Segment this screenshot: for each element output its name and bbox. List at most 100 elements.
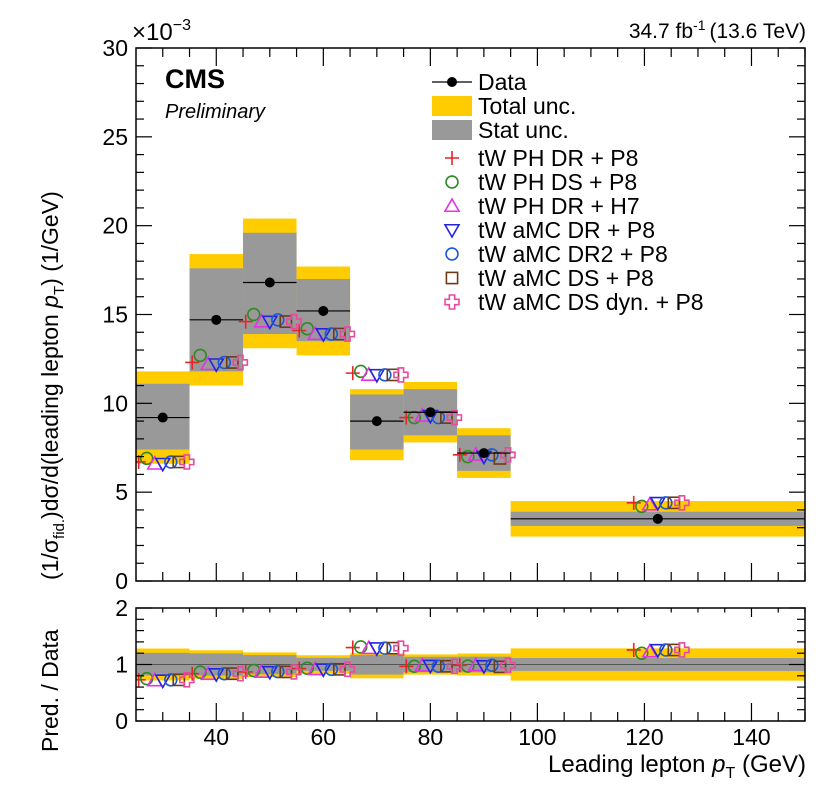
- legend-series-marker: [444, 294, 460, 310]
- ratio-prediction-marker: [164, 673, 178, 687]
- y-tick-label: 15: [102, 302, 128, 328]
- prediction-marker: [659, 496, 673, 510]
- prediction-marker: [232, 354, 249, 371]
- data-point: [157, 412, 168, 423]
- legend-stat-unc-swatch: [432, 120, 472, 140]
- prediction-marker: [399, 410, 414, 425]
- ratio-prediction-marker: [378, 641, 392, 655]
- ratio-prediction-marker: [300, 661, 315, 675]
- ratio-prediction-marker: [339, 661, 356, 678]
- data-point: [318, 305, 329, 316]
- ratio-prediction-marker: [635, 646, 649, 660]
- legend-series-label: tW PH DS + P8: [478, 169, 637, 195]
- prediction-marker: [461, 449, 475, 464]
- prediction-marker: [139, 451, 154, 466]
- data-points: [136, 277, 805, 524]
- exponent-label: ×10−3: [132, 17, 191, 46]
- prediction-marker: [179, 454, 195, 470]
- ratio-prediction-marker: [446, 658, 463, 675]
- prediction-marker: [300, 321, 315, 336]
- prediction-marker: [279, 315, 293, 329]
- prediction-marker: [286, 313, 302, 330]
- ratio-prediction-marker: [626, 642, 641, 657]
- energy-label: (13.6 TeV): [710, 20, 807, 43]
- legend-series-marker: [445, 247, 459, 261]
- ratio-prediction-marker: [440, 659, 453, 673]
- legend-series-label: tW aMC DS dyn. + P8: [478, 289, 704, 315]
- ratio-prediction-marker: [271, 664, 285, 679]
- data-point: [652, 513, 663, 524]
- x-tick-label: 40: [203, 724, 229, 750]
- ratio-tick-label: 2: [115, 595, 128, 621]
- ratio-prediction-marker: [324, 662, 339, 677]
- ratio-prediction-marker: [154, 674, 172, 690]
- legend-series-marker: [445, 175, 459, 189]
- legend-series-marker: [443, 223, 461, 239]
- prediction-marker: [641, 495, 659, 511]
- prediction-marker: [386, 368, 400, 382]
- legend-series-label: tW PH DR + P8: [478, 145, 638, 171]
- ratio-prediction-marker: [286, 664, 302, 680]
- ratio-prediction-marker: [485, 658, 499, 673]
- x-tick-label: 120: [625, 724, 663, 750]
- prediction-marker: [452, 447, 467, 462]
- ratio-series: [136, 639, 690, 690]
- prediction-marker: [314, 327, 332, 343]
- top-ylabel: (1/σfid.)dσ/d(leading lepton pT) (1/GeV): [37, 191, 68, 580]
- ratio-frame: [135, 607, 806, 722]
- data-point: [478, 448, 489, 459]
- ratio-prediction-marker: [207, 668, 225, 683]
- x-tick-label: 100: [518, 724, 556, 750]
- ratio-prediction-marker: [354, 640, 368, 654]
- ratio-prediction-marker: [674, 642, 690, 658]
- ratio-prediction-marker: [386, 641, 400, 655]
- y-tick-label: 30: [102, 35, 128, 61]
- ratio-prediction-marker: [421, 659, 439, 675]
- ratio-prediction-marker: [232, 665, 249, 682]
- ratio-prediction-marker: [475, 660, 493, 675]
- data-point: [425, 407, 436, 418]
- y-tick-label: 25: [102, 124, 128, 150]
- prediction-marker: [324, 327, 339, 341]
- y-tick-label: 20: [102, 213, 128, 239]
- y-tick-label: 0: [115, 568, 128, 594]
- ratio-tick-label: 0: [115, 708, 128, 734]
- prediction-marker: [271, 313, 285, 327]
- prediction-marker: [292, 323, 307, 338]
- legend-data-marker: [447, 77, 457, 87]
- prediction-marker: [246, 307, 261, 322]
- ratio-prediction-marker: [659, 643, 673, 657]
- prediction-marker: [136, 454, 146, 469]
- legend-total-unc-swatch: [432, 96, 472, 116]
- preliminary-label: Preliminary: [165, 101, 266, 123]
- ratio-axes: 0 1 2 40 60 80 100 120 140: [115, 595, 806, 750]
- ratio-prediction-marker: [261, 665, 279, 681]
- ratio-prediction-marker: [314, 663, 332, 678]
- x-tick-label: 80: [418, 724, 444, 750]
- ratio-prediction-marker: [345, 640, 360, 655]
- y-tick-label: 10: [102, 390, 128, 416]
- ratio-tick-label: 1: [115, 652, 128, 678]
- prediction-marker: [431, 410, 446, 425]
- ratio-prediction-marker: [452, 658, 467, 673]
- ratio-prediction-marker: [136, 672, 146, 687]
- y-tick-label: 5: [115, 479, 128, 505]
- ratio-prediction-marker: [172, 673, 186, 687]
- legend-series-marker: [445, 151, 459, 165]
- legend-total-unc-label: Total unc.: [478, 93, 576, 119]
- legend-series-label: tW aMC DR2 + P8: [478, 241, 668, 267]
- ratio-prediction-marker: [649, 643, 667, 659]
- top-axes: 0 5 10 15 20 25 30: [102, 35, 806, 594]
- prediction-marker: [500, 447, 516, 463]
- ratio-prediction-marker: [368, 642, 386, 657]
- ratio-prediction-marker: [217, 666, 232, 681]
- prediction-marker: [217, 355, 232, 370]
- x-axis-label: Leading lepton pT (GeV): [548, 751, 806, 782]
- ratio-prediction-marker: [185, 666, 200, 681]
- data-point: [211, 314, 222, 325]
- legend-data-label: Data: [478, 69, 527, 95]
- ratio-prediction-marker: [407, 659, 422, 674]
- ratio-prediction-marker: [641, 642, 659, 658]
